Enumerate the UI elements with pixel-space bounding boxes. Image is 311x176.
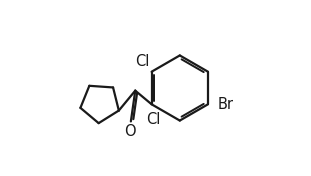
Text: Cl: Cl <box>135 54 149 69</box>
Text: Br: Br <box>218 97 234 112</box>
Text: O: O <box>124 124 136 139</box>
Text: Cl: Cl <box>146 112 160 127</box>
